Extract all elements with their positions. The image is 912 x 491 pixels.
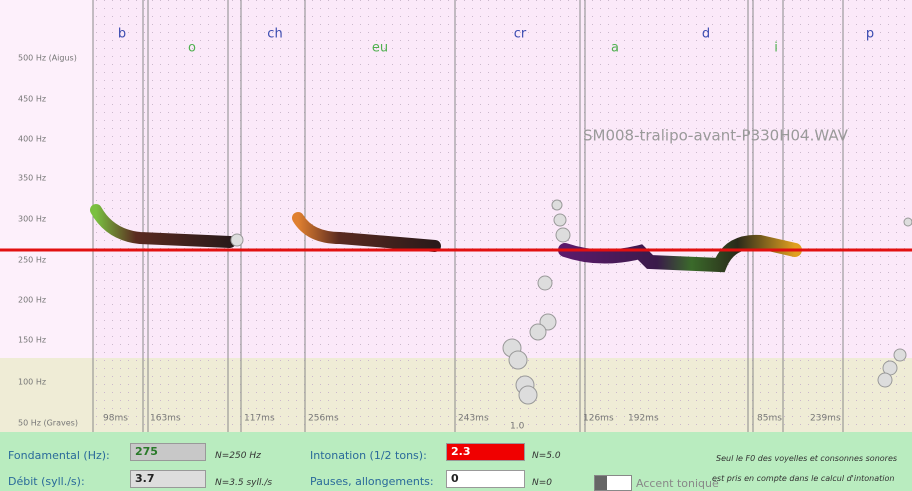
field-norm: N=250 Hz xyxy=(215,451,261,461)
duration-labels: 98ms 163ms 117ms 256ms 243ms 1.0 126ms 192ms 85m… xyxy=(103,414,841,432)
segment-label: i xyxy=(774,41,778,56)
field-value: 3.7 xyxy=(130,470,206,488)
y-axis-label: 500 Hz (Aigus) xyxy=(18,54,77,63)
field-norm: N=3.5 syll./s xyxy=(215,478,273,488)
field-label: Pauses, allongements: xyxy=(310,475,434,488)
duration-label: 239ms xyxy=(810,414,841,424)
y-axis-label: 50 Hz (Graves) xyxy=(18,419,78,428)
segment-label: a xyxy=(611,41,619,56)
accent-toggle[interactable] xyxy=(594,475,632,491)
note: Seul le F0 des voyelles et consonnes son… xyxy=(716,454,898,463)
segment-label: eu xyxy=(372,41,388,56)
y-axis-label: 350 Hz xyxy=(18,174,46,183)
y-axis-label: 200 Hz xyxy=(18,296,46,305)
segment-label: cr xyxy=(514,27,527,42)
field-norm: N=5.0 xyxy=(532,451,561,461)
y-axis-label: 300 Hz xyxy=(18,215,46,224)
toggle-label: Accent tonique xyxy=(636,477,719,490)
y-axis-label: 400 Hz xyxy=(18,135,46,144)
note: est pris en compte dans le calcul d'into… xyxy=(712,474,895,483)
segment-label: p xyxy=(866,27,874,42)
y-axis-label: 150 Hz xyxy=(18,336,46,345)
duration-label: 117ms xyxy=(244,414,275,424)
field-label: Intonation (1/2 tons): xyxy=(310,449,427,462)
pitch-plot: 500 Hz (Aigus) 450 Hz 400 Hz 350 Hz 300 Hz 25… xyxy=(0,0,912,432)
duration-label: 98ms xyxy=(103,414,128,424)
duration-label: 192ms xyxy=(628,414,659,424)
y-axis-labels: 500 Hz (Aigus) 450 Hz 400 Hz 350 Hz 300 Hz 25… xyxy=(18,54,78,428)
y-axis-label: 100 Hz xyxy=(18,378,46,387)
duration-label: 256ms xyxy=(308,414,339,424)
field-value: 2.3 xyxy=(446,443,525,461)
y-axis-label: 450 Hz xyxy=(18,95,46,104)
filename: SM008-tralipo-avant-P330H04.WAV xyxy=(583,127,849,145)
duration-label: 85ms xyxy=(757,414,782,424)
field-value: 275 xyxy=(130,443,206,461)
field-value: 0 xyxy=(446,470,525,488)
segment-label: ch xyxy=(267,27,282,42)
duration-label: 163ms xyxy=(150,414,181,424)
field-label: Débit (syll./s): xyxy=(8,475,85,488)
y-axis-label: 250 Hz xyxy=(18,256,46,265)
measure-panel: Fondamental (Hz): 275 N=250 Hz Débit (sy… xyxy=(0,432,912,491)
duration-label: 126ms xyxy=(583,414,614,424)
segment-label: b xyxy=(118,27,126,42)
field-norm: N=0 xyxy=(532,478,552,488)
segment-label: d xyxy=(702,27,710,42)
duration-label: 243ms xyxy=(458,414,489,424)
duration-label: 1.0 xyxy=(510,422,525,432)
segment-label: o xyxy=(188,41,196,56)
field-label: Fondamental (Hz): xyxy=(8,449,110,462)
segment-labels: b o ch eu cr a d i p xyxy=(118,27,874,56)
